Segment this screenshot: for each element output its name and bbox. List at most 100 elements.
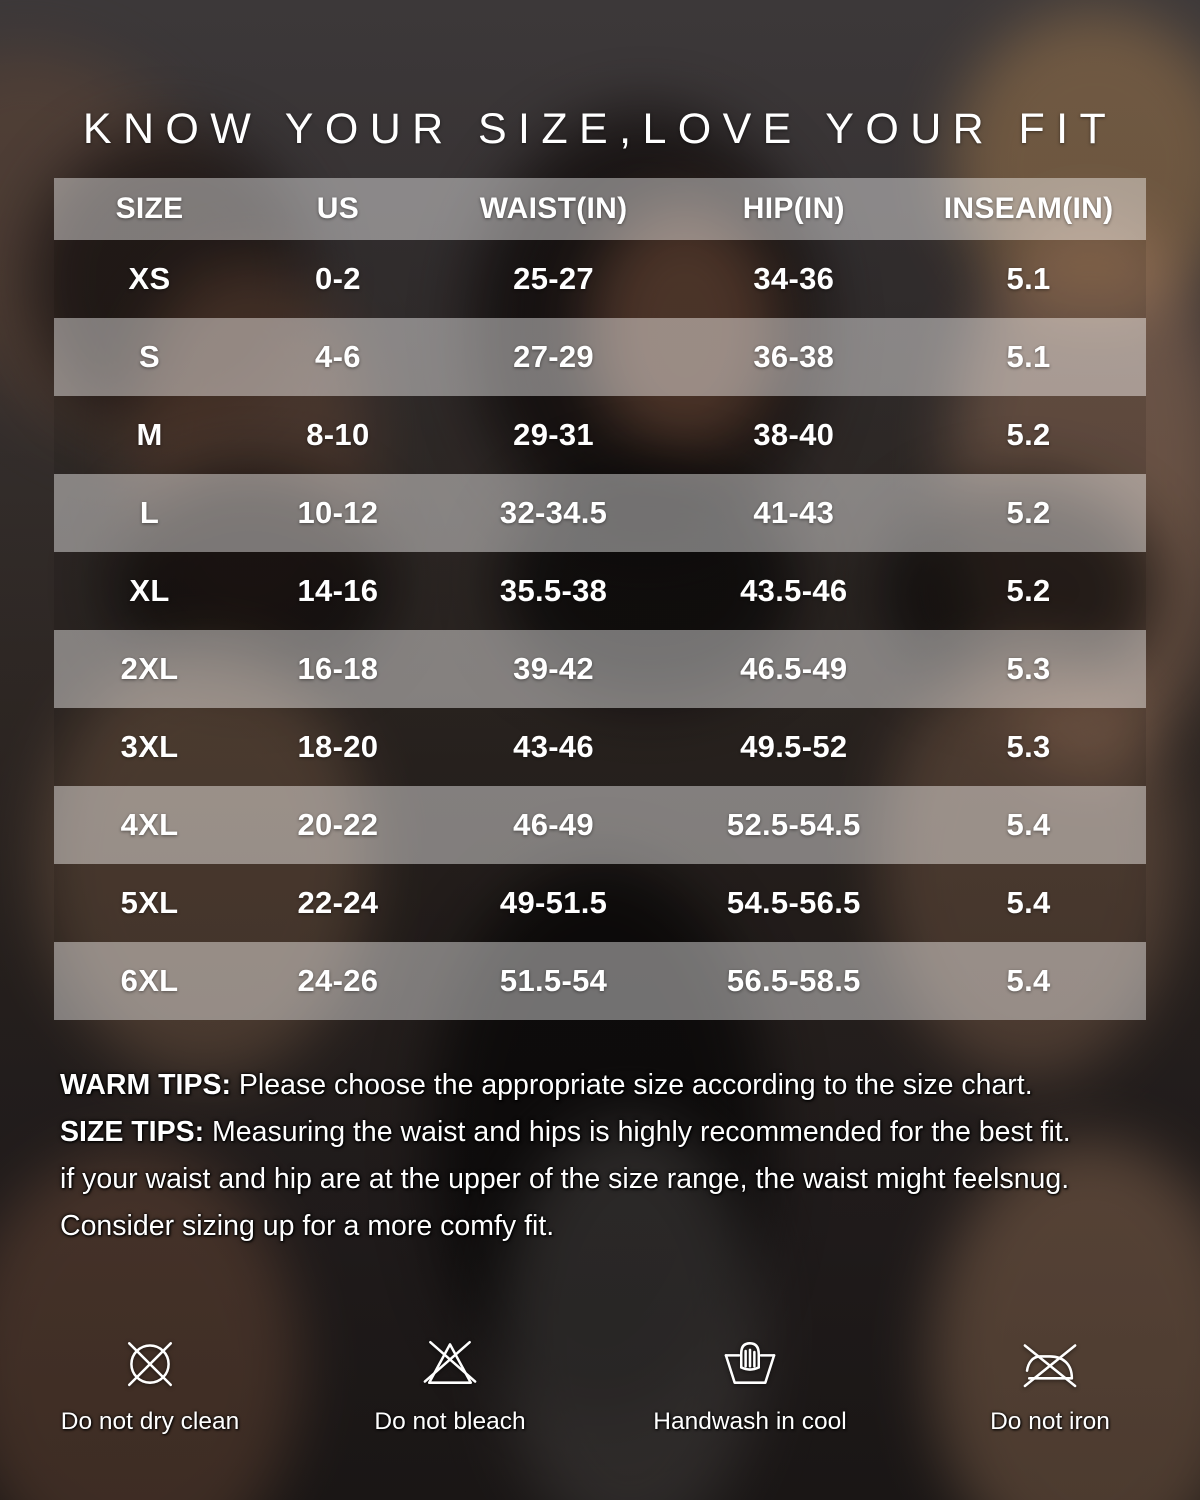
- background-blob: [500, 1120, 760, 1500]
- waist-cell: 35.5-38: [499, 573, 608, 608]
- background-blob: [40, 650, 370, 1080]
- warm-tips-text: Please choose the appropriate size accor…: [231, 1069, 1033, 1101]
- inseam-cell: 5.4: [1006, 885, 1051, 920]
- background-blob: [950, 10, 1200, 320]
- hip-cell: 38-40: [753, 417, 835, 452]
- inseam-cell: 5.4: [1006, 807, 1051, 842]
- inseam-cell: 5.1: [1006, 261, 1051, 296]
- table-row-xs: XS 0-2 25-27 34-36 5.1: [54, 240, 1146, 318]
- column-header-us: US: [316, 192, 360, 225]
- table-row-3xl: 3XL 18-20 43-46 49.5-52 5.3: [54, 708, 1146, 786]
- waist-cell: 25-27: [513, 261, 594, 296]
- us-cell: 8-10: [306, 417, 370, 452]
- table-row-6xl: 6XL 24-26 51.5-54 56.5-58.5 5.4: [54, 942, 1146, 1020]
- column-header-size: SIZE: [115, 192, 184, 225]
- care-label: Do not dry clean: [60, 1408, 240, 1435]
- inseam-cell: 5.2: [1006, 573, 1051, 608]
- hip-cell: 49.5-52: [740, 729, 848, 764]
- column-header-inseam: INSEAM(IN): [943, 192, 1114, 225]
- us-cell: 20-22: [297, 807, 379, 842]
- hip-cell: 41-43: [753, 495, 835, 530]
- inseam-cell: 5.2: [1006, 417, 1051, 452]
- do-not-dry-clean-icon: [127, 1342, 173, 1387]
- size-chart-table: SIZE US WAIST(IN) HIP(IN) INSEAM(IN) XS …: [54, 178, 1146, 1020]
- size-cell: S: [139, 339, 161, 374]
- care-item-do-not-dry-clean: Do not dry clean: [0, 1328, 300, 1436]
- table-row-s: S 4-6 27-29 36-38 5.1: [54, 318, 1146, 396]
- table-header-row: SIZE US WAIST(IN) HIP(IN) INSEAM(IN): [54, 178, 1146, 240]
- size-tips-line: SIZE TIPS: Measuring the waist and hips …: [60, 1109, 1150, 1156]
- tips-line-3: if your waist and hip are at the upper o…: [60, 1163, 1070, 1195]
- background-blob: [500, 465, 800, 700]
- column-header-hip: HIP(IN): [742, 192, 845, 225]
- us-cell: 24-26: [297, 963, 379, 998]
- size-tips-text: Measuring the waist and hips is highly r…: [204, 1116, 1071, 1148]
- care-item-do-not-bleach: Do not bleach: [300, 1328, 600, 1436]
- background-blob: [880, 480, 1160, 700]
- us-cell: 4-6: [315, 339, 361, 374]
- size-cell: 6XL: [120, 963, 179, 998]
- care-label: Do not bleach: [374, 1408, 526, 1435]
- size-cell: 2XL: [120, 651, 179, 686]
- waist-cell: 46-49: [513, 807, 594, 842]
- waist-cell: 32-34.5: [499, 495, 608, 530]
- table-row-l: L 10-12 32-34.5 41-43 5.2: [54, 474, 1146, 552]
- table-row-xl: XL 14-16 35.5-38 43.5-46 5.2: [54, 552, 1146, 630]
- inseam-cell: 5.4: [1006, 963, 1051, 998]
- background-blob: [110, 470, 390, 690]
- background-blob: [590, 205, 780, 455]
- care-label: Do not iron: [990, 1408, 1110, 1435]
- waist-cell: 27-29: [513, 339, 594, 374]
- size-chart-body: XS 0-2 25-27 34-36 5.1 S 4-6 27-29 36-38…: [54, 240, 1146, 1020]
- size-cell: L: [139, 495, 160, 530]
- hip-cell: 43.5-46: [740, 573, 848, 608]
- hip-cell: 34-36: [753, 261, 835, 296]
- hip-cell: 52.5-54.5: [726, 807, 861, 842]
- background-blob: [880, 650, 1180, 1080]
- hip-cell: 54.5-56.5: [726, 885, 861, 920]
- waist-cell: 51.5-54: [499, 963, 608, 998]
- care-item-handwash: Handwash in cool: [600, 1328, 900, 1436]
- us-cell: 16-18: [297, 651, 379, 686]
- do-not-iron-icon: [1023, 1344, 1077, 1388]
- tips-line-4: Consider sizing up for a more comfy fit.: [60, 1210, 555, 1242]
- do-not-bleach-icon: [423, 1340, 477, 1384]
- inseam-cell: 5.3: [1006, 729, 1051, 764]
- us-cell: 22-24: [297, 885, 379, 920]
- column-header-waist: WAIST(IN): [479, 192, 628, 225]
- size-tips-label: SIZE TIPS:: [60, 1116, 205, 1148]
- size-cell: XS: [128, 261, 171, 296]
- page-title: KNOW YOUR SIZE,LOVE YOUR FIT: [82, 104, 1118, 153]
- warm-tips-line: WARM TIPS: Please choose the appropriate…: [60, 1062, 1150, 1109]
- waist-cell: 43-46: [513, 729, 594, 764]
- care-label: Handwash in cool: [653, 1408, 847, 1435]
- us-cell: 18-20: [297, 729, 379, 764]
- size-cell: XL: [129, 573, 170, 608]
- inseam-cell: 5.1: [1006, 339, 1051, 374]
- waist-cell: 39-42: [513, 651, 594, 686]
- tips-section: WARM TIPS: Please choose the appropriate…: [60, 1062, 1150, 1250]
- waist-cell: 49-51.5: [499, 885, 608, 920]
- inseam-cell: 5.3: [1006, 651, 1051, 686]
- inseam-cell: 5.2: [1006, 495, 1051, 530]
- warm-tips-label: WARM TIPS:: [60, 1069, 231, 1101]
- size-cell: M: [136, 417, 163, 452]
- us-cell: 14-16: [297, 573, 379, 608]
- us-cell: 0-2: [315, 261, 361, 296]
- handwash-icon: [724, 1342, 776, 1384]
- us-cell: 10-12: [297, 495, 379, 530]
- care-item-do-not-iron: Do not iron: [900, 1328, 1200, 1436]
- hip-cell: 56.5-58.5: [726, 963, 861, 998]
- hip-cell: 46.5-49: [740, 651, 848, 686]
- hip-cell: 36-38: [753, 339, 835, 374]
- waist-cell: 29-31: [513, 417, 594, 452]
- size-cell: 3XL: [120, 729, 179, 764]
- table-row-5xl: 5XL 22-24 49-51.5 54.5-56.5 5.4: [54, 864, 1146, 942]
- care-instructions: Do not dry clean Do not bleach Handwash: [0, 1328, 1200, 1436]
- table-row-m: M 8-10 29-31 38-40 5.2: [54, 396, 1146, 474]
- size-cell: 4XL: [120, 807, 179, 842]
- table-row-2xl: 2XL 16-18 39-42 46.5-49 5.3: [54, 630, 1146, 708]
